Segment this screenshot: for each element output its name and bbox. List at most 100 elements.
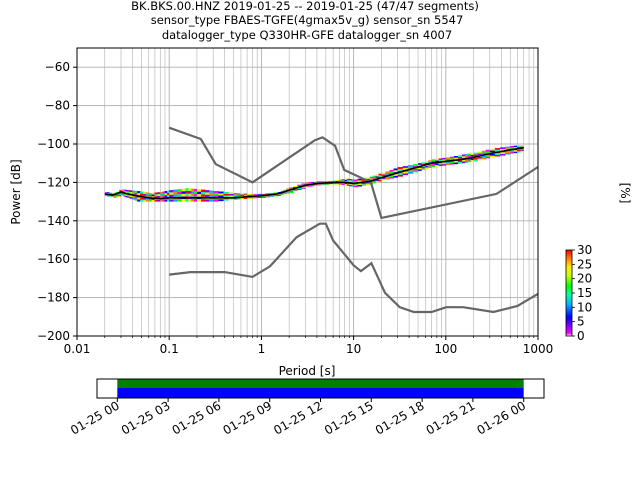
psd-density-band — [104, 145, 525, 202]
psd-density-cell — [402, 167, 409, 170]
psd-density-cell — [115, 195, 118, 197]
psd-density-cell — [218, 199, 224, 202]
psd-density-cell — [125, 194, 128, 196]
psd-density-cell — [160, 195, 163, 198]
psd-density-cell — [375, 180, 379, 183]
psd-density-cell — [162, 199, 166, 202]
psd-density-cell — [412, 170, 419, 173]
psd-density-cell — [336, 180, 340, 182]
psd-density-cell — [134, 198, 138, 201]
psd-density-cell — [124, 195, 126, 197]
psd-density-cell — [127, 196, 130, 198]
y-tick-label: −60 — [45, 60, 70, 74]
psd-density-cell — [510, 147, 514, 149]
psd-density-cell — [111, 192, 114, 194]
psd-density-cell — [316, 183, 322, 185]
psd-density-cell — [261, 196, 266, 198]
psd-density-cell — [325, 180, 330, 182]
psd-density-cell — [289, 187, 294, 189]
psd-density-cell — [397, 168, 404, 171]
psd-density-cell — [305, 186, 309, 188]
psd-density-cell — [196, 199, 202, 202]
psd-density-cell — [457, 160, 463, 162]
psd-density-cell — [132, 196, 136, 198]
psd-density-cell — [188, 198, 192, 202]
psd-density-cell — [424, 165, 429, 168]
psd-density-cell — [513, 147, 518, 149]
psd-density-cell — [316, 181, 322, 183]
psd-density-cell — [333, 180, 337, 182]
psd-density-cell — [311, 184, 315, 186]
y-tick-label: −200 — [37, 329, 70, 343]
psd-density-cell — [308, 183, 312, 184]
psd-density-cell — [250, 193, 255, 195]
psd-density-cell — [428, 160, 432, 162]
psd-density-cell — [442, 162, 447, 165]
psd-density-cell — [194, 193, 198, 197]
psd-density-cell — [120, 193, 123, 195]
psd-density-cell — [120, 190, 123, 192]
psd-density-cell — [462, 159, 466, 162]
psd-density-cell — [119, 190, 122, 192]
psd-density-cell — [127, 191, 130, 194]
psd-density-cell — [336, 183, 340, 185]
psd-density-cell — [115, 194, 118, 196]
psd-density-cell — [297, 184, 302, 186]
psd-density-cell — [316, 184, 322, 186]
psd-density-cell — [481, 157, 487, 160]
psd-density-cell — [407, 166, 414, 169]
psd-density-cell — [470, 160, 474, 162]
psd-density-cell — [464, 154, 469, 156]
psd-density-cell — [346, 178, 350, 181]
psd-density-cell — [148, 198, 152, 200]
psd-density-cell — [213, 191, 219, 194]
psd-density-cell — [445, 157, 451, 159]
colorbar-tick-label: 0 — [577, 329, 585, 343]
psd-density-cell — [485, 154, 491, 157]
psd-density-cell — [329, 180, 334, 182]
colorbar-label: [%] — [618, 183, 632, 204]
coverage-bar-used — [117, 388, 524, 398]
psd-density-cell — [473, 157, 478, 160]
psd-density-cell — [164, 195, 168, 198]
psd-density-cell — [293, 190, 298, 192]
psd-density-cell — [140, 197, 144, 200]
psd-density-cell — [191, 199, 195, 202]
psd-density-cell — [489, 153, 496, 156]
psd-density-cell — [357, 183, 363, 185]
psd-density-cell — [134, 196, 138, 199]
chart-title-line-3: datalogger_type Q330HR-GFE datalogger_sn… — [162, 28, 452, 42]
x-tick-label: 0.1 — [160, 342, 179, 356]
psd-density-cell — [154, 192, 158, 195]
psd-density-cell — [500, 152, 506, 154]
psd-density-cell — [351, 183, 354, 186]
psd-density-cell — [277, 194, 281, 196]
psd-density-cell — [205, 190, 210, 193]
psd-density-cell — [228, 192, 234, 195]
psd-density-cell — [516, 151, 521, 153]
psd-density-cell — [185, 188, 189, 191]
psd-density-cell — [428, 161, 432, 164]
y-tick-label: −140 — [37, 214, 70, 228]
psd-density-cell — [445, 162, 451, 164]
psd-density-cell — [389, 171, 394, 174]
psd-density-cell — [389, 176, 394, 179]
x-tick-label: 1000 — [523, 342, 554, 356]
psd-density-cell — [464, 159, 469, 161]
psd-density-cell — [218, 193, 224, 196]
psd-density-cell — [137, 191, 141, 194]
psd-density-cell — [438, 164, 443, 167]
psd-density-cell — [115, 196, 118, 198]
psd-density-cell — [218, 191, 224, 194]
psd-density-cell — [237, 198, 241, 200]
psd-density-cell — [449, 156, 455, 159]
psd-density-cell — [520, 150, 525, 153]
psd-density-cell — [104, 192, 108, 193]
psd-density-cell — [346, 182, 350, 185]
psd-density-cell — [257, 196, 262, 198]
psd-density-cell — [283, 193, 287, 195]
psd-density-cell — [372, 177, 376, 179]
psd-density-cell — [194, 199, 198, 202]
psd-density-cell — [494, 153, 501, 155]
psd-density-cell — [119, 192, 122, 194]
